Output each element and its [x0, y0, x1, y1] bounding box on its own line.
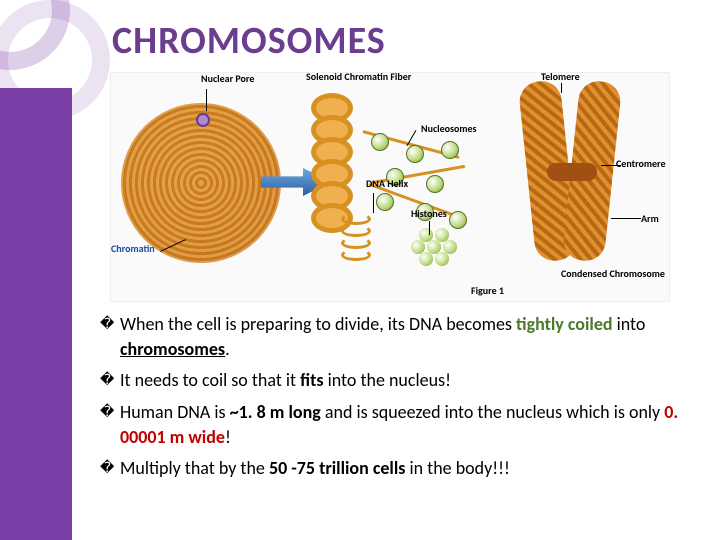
label-histones: Histones: [411, 208, 447, 219]
slide-title: CHROMOSOMES: [112, 18, 386, 64]
left-accent-bar: [0, 88, 72, 540]
nucleus-graphic: [121, 103, 281, 263]
label-nuclear-pore: Nuclear Pore: [201, 73, 254, 84]
label-nucleosomes: Nucleosomes: [421, 123, 477, 134]
label-dna-helix: DNA Helix: [366, 178, 408, 189]
bullet-item: It needs to coil so that it fits into th…: [100, 368, 690, 393]
label-solenoid: Solenoid Chromatin Fiber: [306, 71, 411, 82]
label-condensed: Condensed Chromosome: [561, 268, 665, 279]
bullet-item: When the cell is preparing to divide, it…: [100, 312, 690, 362]
label-chromatin: Chromatin: [111, 243, 155, 254]
bullet-item: Human DNA is ~1. 8 m long and is squeeze…: [100, 400, 690, 450]
bullet-item: Multiply that by the 50 -75 trillion cel…: [100, 456, 690, 481]
figure-caption: Figure 1: [471, 285, 504, 296]
dna-helix-graphic: [341, 213, 371, 273]
condensed-chromosome-graphic: [499, 81, 649, 281]
bullet-list: When the cell is preparing to divide, it…: [100, 312, 690, 487]
label-telomere: Telomere: [541, 71, 580, 82]
histones-graphic: [411, 228, 461, 268]
label-arm: Arm: [641, 213, 659, 224]
label-centromere: Centromere: [616, 158, 666, 169]
chromosome-figure: Nuclear Pore Chromatin Solenoid Chromati…: [110, 72, 670, 302]
